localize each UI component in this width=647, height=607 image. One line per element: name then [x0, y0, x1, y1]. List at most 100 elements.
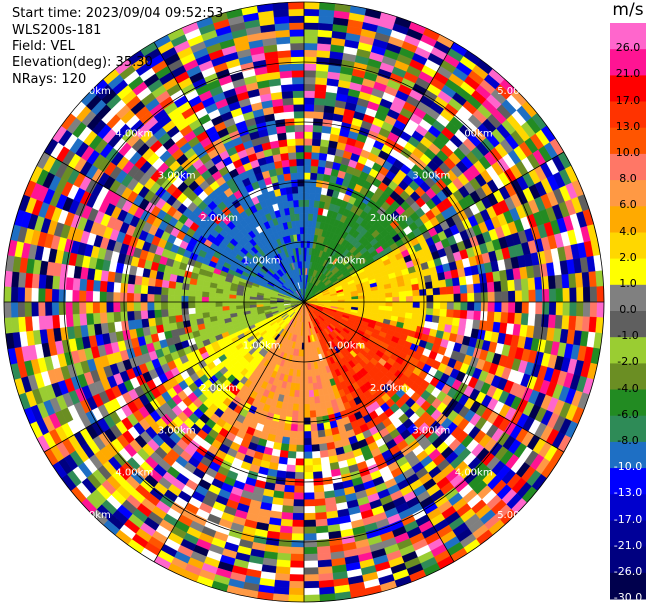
velocity-gate — [431, 315, 440, 324]
velocity-gate — [45, 274, 54, 290]
velocity-gate — [513, 312, 523, 326]
velocity-gate — [486, 311, 495, 323]
velocity-gate — [303, 478, 314, 487]
velocity-gate — [310, 165, 319, 174]
velocity-gate — [317, 166, 326, 175]
velocity-gate — [293, 396, 300, 405]
velocity-gate — [378, 301, 387, 307]
velocity-gate — [314, 83, 328, 93]
velocity-gate — [279, 449, 289, 459]
velocity-gate — [562, 301, 571, 317]
velocity-gate — [466, 283, 475, 294]
velocity-gate — [426, 301, 434, 310]
velocity-gate — [133, 292, 141, 303]
velocity-gate — [235, 301, 243, 306]
velocity-gate — [194, 307, 203, 314]
velocity-gate — [316, 43, 332, 52]
velocity-gate — [465, 318, 474, 329]
velocity-gate — [364, 294, 373, 300]
velocity-gate — [303, 390, 310, 398]
velocity-gate — [10, 286, 19, 303]
velocity-gate — [141, 276, 150, 286]
velocity-gate — [371, 293, 380, 299]
velocity-gate — [303, 199, 310, 207]
velocity-gate — [51, 314, 61, 329]
velocity-gate — [303, 15, 320, 24]
velocity-gate — [147, 285, 156, 295]
velocity-gate — [303, 431, 312, 439]
velocity-gate — [291, 410, 299, 419]
velocity-gate — [45, 314, 54, 330]
velocity-gate — [303, 485, 315, 494]
velocity-gate — [314, 402, 322, 411]
velocity-gate — [535, 289, 543, 303]
velocity-gate — [311, 151, 320, 160]
velocity-gate — [303, 526, 317, 535]
velocity-gate — [514, 290, 523, 303]
velocity-gate — [51, 275, 61, 290]
velocity-gate — [24, 301, 32, 317]
velocity-gate — [285, 464, 296, 473]
velocity-gate — [303, 594, 320, 603]
velocity-gate — [228, 305, 237, 311]
velocity-gate — [392, 301, 400, 308]
velocity-gate — [295, 451, 305, 460]
velocity-gate — [140, 301, 148, 311]
velocity-gate — [313, 396, 321, 404]
velocity-gate — [283, 484, 295, 493]
velocity-gate — [365, 298, 373, 303]
velocity-gate — [554, 274, 563, 290]
velocity-gate — [168, 280, 177, 289]
velocity-gate — [555, 301, 564, 316]
velocity-gate — [303, 165, 312, 173]
velocity-gate — [303, 376, 309, 385]
velocity-gate — [438, 316, 447, 325]
velocity-gate — [92, 312, 101, 325]
velocity-gate — [460, 301, 468, 311]
velocity-gate — [187, 289, 196, 297]
velocity-gate — [140, 309, 149, 320]
velocity-gate — [147, 317, 157, 327]
velocity-gate — [312, 131, 323, 140]
velocity-gate — [312, 464, 323, 473]
velocity-gate — [44, 301, 53, 316]
velocity-gate — [303, 444, 313, 453]
velocity-gate — [534, 313, 543, 328]
velocity-gate — [189, 318, 198, 327]
velocity-gate — [486, 281, 495, 293]
velocity-gate — [534, 276, 543, 291]
velocity-gate — [494, 301, 502, 313]
velocity-gate — [404, 284, 413, 292]
velocity-gate — [508, 290, 516, 303]
velocity-gate — [215, 306, 223, 312]
velocity-gate — [235, 298, 243, 303]
velocity-gate — [71, 301, 80, 315]
velocity-gate — [501, 291, 509, 303]
velocity-gate — [79, 278, 88, 291]
velocity-gate — [303, 233, 308, 241]
velocity-gate — [446, 309, 455, 318]
velocity-gate — [3, 286, 12, 303]
velocity-gate — [188, 313, 197, 321]
velocity-gate — [119, 292, 128, 303]
velocity-gate — [106, 291, 114, 303]
velocity-gate — [351, 298, 359, 303]
velocity-gate — [378, 293, 386, 299]
velocity-gate — [466, 310, 475, 321]
velocity-gate — [201, 296, 209, 303]
velocity-gate — [313, 111, 325, 120]
velocity-gate — [384, 287, 393, 294]
velocity-gate — [194, 290, 203, 297]
velocity-gate — [208, 296, 216, 303]
velocity-gate — [289, 574, 305, 582]
velocity-gate — [202, 311, 210, 319]
velocity-gate — [222, 305, 230, 311]
velocity-gate — [99, 312, 108, 324]
velocity-gate — [371, 301, 380, 307]
velocity-gate — [425, 288, 434, 296]
velocity-gate — [153, 286, 162, 295]
velocity-gate — [314, 498, 326, 507]
velocity-gate — [310, 430, 319, 439]
velocity-gate — [419, 307, 427, 316]
velocity-gate — [71, 289, 80, 303]
